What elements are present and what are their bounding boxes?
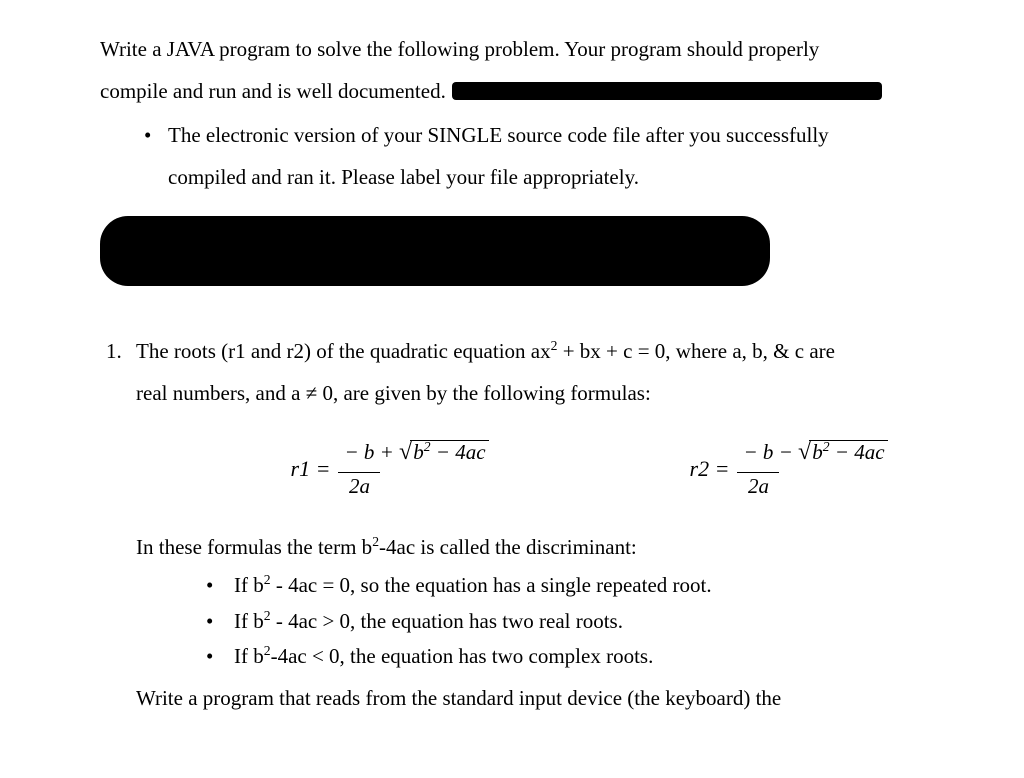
bullet-icon: • [144,114,168,198]
discriminant-intro: In these formulas the term b2-4ac is cal… [136,526,934,568]
case-two-complex-roots: • If b2-4ac < 0, the equation has two co… [206,639,934,675]
redaction-block [100,216,770,286]
sqrt-icon: √b2 − 4ac [798,440,888,464]
intro-line-1: Write a JAVA program to solve the follow… [100,28,934,70]
document-page: Write a JAVA program to solve the follow… [0,0,1024,719]
redaction-inline [452,82,882,100]
intro-line-2: compile and run and is well documented. [100,70,934,112]
case-two-real-roots: • If b2 - 4ac > 0, the equation has two … [206,604,934,640]
intro-paragraph: Write a JAVA program to solve the follow… [100,28,934,112]
quadratic-formulas: r1 = − b + √b2 − 4ac 2a r2 = − b − √b2 −… [136,440,934,498]
r2-lhs: r2 = [690,447,730,491]
question-number: 1. [100,330,136,719]
r1-fraction: − b + √b2 − 4ac 2a [338,440,380,498]
sqrt-icon: √b2 − 4ac [399,440,489,464]
bullet-icon: • [206,604,234,640]
r1-lhs: r1 = [291,447,331,491]
bullet-icon: • [206,568,234,604]
question-1: 1. The roots (r1 and r2) of the quadrati… [100,330,934,719]
discriminant-cases: • If b2 - 4ac = 0, so the equation has a… [136,568,934,675]
program-instruction: Write a program that reads from the stan… [136,677,934,719]
r2-fraction: − b − √b2 − 4ac 2a [737,440,779,498]
formula-r1: r1 = − b + √b2 − 4ac 2a [291,440,381,498]
question-text: The roots (r1 and r2) of the quadratic e… [136,330,934,719]
submission-bullet-text: The electronic version of your SINGLE so… [168,114,934,198]
bullet-icon: • [206,639,234,675]
intro-line-2-text: compile and run and is well documented. [100,70,446,112]
case-repeated-root: • If b2 - 4ac = 0, so the equation has a… [206,568,934,604]
submission-bullet: • The electronic version of your SINGLE … [100,114,934,198]
formula-r2: r2 = − b − √b2 − 4ac 2a [690,440,780,498]
